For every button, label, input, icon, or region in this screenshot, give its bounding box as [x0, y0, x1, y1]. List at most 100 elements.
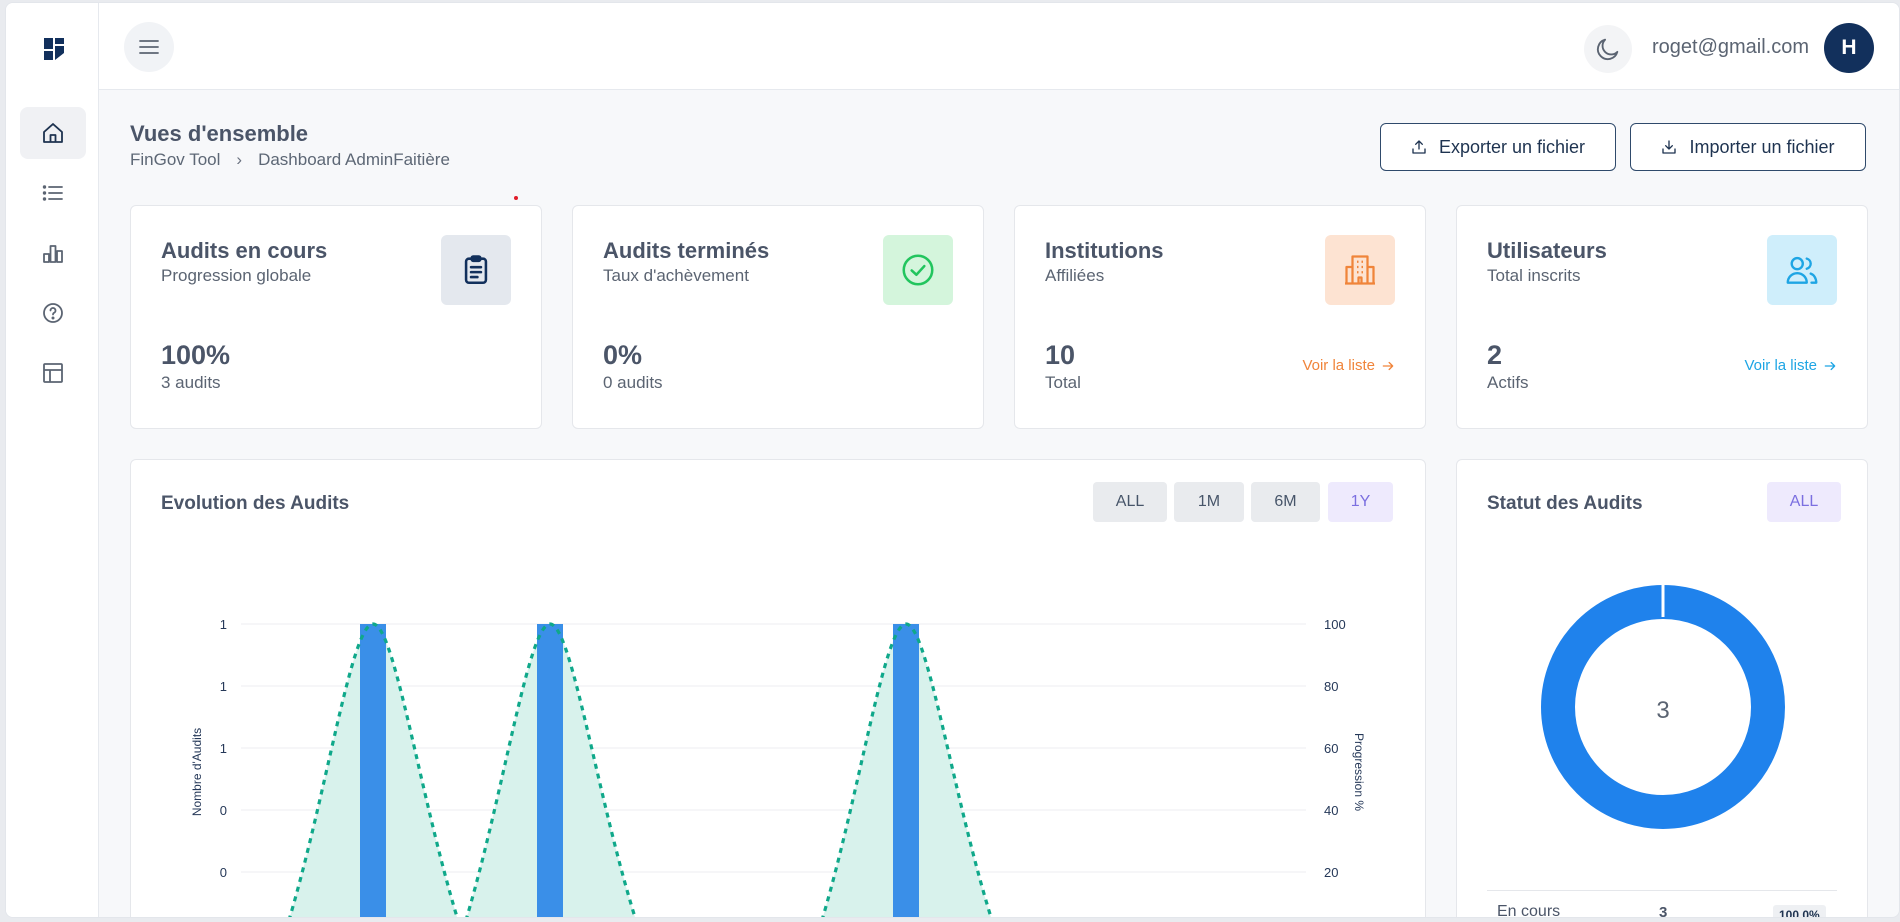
stat-value: 100%	[161, 340, 231, 370]
stat-value: 0%	[603, 340, 643, 370]
left-axis-label: Nombre d'Audits	[190, 728, 204, 816]
left-tick: 1	[220, 617, 227, 632]
breadcrumb-item-current: Dashboard AdminFaitière	[258, 150, 450, 169]
import-file-button[interactable]: Importer un fichier	[1630, 123, 1866, 171]
audit-status-card: Statut des Audits ALL 3 En cours 3 100.0…	[1456, 459, 1868, 918]
chart-bar-2	[537, 624, 563, 917]
list-icon	[42, 185, 63, 201]
view-list-label: Voir la liste	[1744, 357, 1817, 374]
stat-caption: Total	[1045, 373, 1081, 392]
evolution-chart: 1 1 1 0 0 100 80 60 40 20 Nombre d'Audit…	[190, 617, 1366, 917]
sidebar	[6, 3, 99, 917]
arrow-right-icon	[1824, 361, 1836, 370]
users-icon	[1767, 235, 1837, 305]
right-axis-ticks: 100 80 60 40 20	[1324, 617, 1346, 880]
right-tick: 60	[1324, 741, 1338, 756]
app-window: roget@gmail.com H Vues d'ensemble FinGov…	[5, 2, 1900, 918]
import-file-label: Importer un fichier	[1689, 136, 1835, 157]
chart-bar-3	[893, 624, 919, 917]
export-file-button[interactable]: Exporter un fichier	[1380, 123, 1616, 171]
right-tick: 20	[1324, 865, 1338, 880]
breadcrumb-separator-icon: ›	[236, 150, 243, 169]
right-tick: 100	[1324, 617, 1346, 632]
audit-status-title: Statut des Audits	[1487, 493, 1643, 514]
left-tick: 1	[220, 679, 227, 694]
status-donut-chart: 3	[1541, 583, 1785, 829]
layout-icon	[43, 363, 63, 383]
left-tick: 1	[220, 741, 227, 756]
sidebar-item-home[interactable]	[20, 107, 86, 159]
sidebar-item-list[interactable]	[20, 167, 86, 219]
right-tick: 80	[1324, 679, 1338, 694]
arrow-right-icon	[1382, 361, 1394, 370]
range-button-all[interactable]: ALL	[1093, 482, 1167, 522]
left-tick: 0	[220, 865, 227, 880]
stat-subtitle: Affiliées	[1045, 266, 1105, 285]
menu-toggle-button[interactable]	[124, 22, 174, 72]
range-button-1m[interactable]: 1M	[1174, 482, 1244, 522]
donut-total: 3	[1656, 697, 1669, 724]
app-logo-icon[interactable]	[42, 36, 66, 62]
chart-bar-1	[360, 624, 386, 917]
stat-caption: 0 audits	[603, 373, 663, 392]
export-file-label: Exporter un fichier	[1438, 136, 1586, 157]
topbar: roget@gmail.com H	[99, 3, 1899, 90]
evolution-chart-card: Evolution des Audits ALL 1M 6M 1Y	[130, 459, 1426, 917]
home-icon	[43, 123, 63, 143]
breadcrumb: FinGov Tool › Dashboard AdminFaitière	[130, 150, 450, 170]
right-axis-label: Progression %	[1352, 733, 1366, 811]
user-email: roget@gmail.com	[1652, 36, 1810, 58]
stat-subtitle: Progression globale	[161, 266, 312, 285]
page-title: Vues d'ensemble	[130, 121, 309, 146]
stat-card-utilisateurs: Utilisateurs Total inscrits 2 Actifs Voi…	[1456, 205, 1868, 429]
status-range-button-all[interactable]: ALL	[1767, 482, 1841, 522]
range-button-1y[interactable]: 1Y	[1328, 482, 1393, 522]
stat-card-institutions: Institutions Affiliées 10 Total Voir la …	[1014, 205, 1426, 429]
legend-percent-badge: 100.0%	[1773, 905, 1826, 917]
left-axis-ticks: 1 1 1 0 0	[220, 617, 227, 880]
stat-subtitle: Total inscrits	[1487, 266, 1581, 285]
stat-value: 2	[1487, 340, 1503, 370]
download-icon	[1662, 140, 1677, 154]
upload-icon	[1412, 140, 1426, 154]
view-list-label: Voir la liste	[1302, 357, 1375, 374]
progress-line-peak-1	[288, 622, 459, 917]
evolution-chart-title: Evolution des Audits	[161, 493, 350, 514]
moon-icon	[1596, 38, 1619, 61]
hamburger-icon	[139, 40, 159, 54]
sidebar-item-help[interactable]	[20, 287, 86, 339]
progress-area-series	[289, 624, 991, 917]
stat-value: 10	[1045, 340, 1076, 370]
help-icon	[43, 303, 63, 323]
progress-line-series	[288, 622, 993, 917]
progress-line-peak-3	[821, 622, 993, 917]
legend-divider	[1487, 890, 1837, 891]
sidebar-item-stats[interactable]	[20, 227, 86, 279]
breadcrumb-item-root[interactable]: FinGov Tool	[130, 150, 221, 169]
theme-toggle-button[interactable]	[1584, 25, 1632, 73]
stat-card-audits-en-cours: Audits en cours Progression globale 100%…	[130, 205, 542, 429]
stat-title: Utilisateurs	[1487, 238, 1607, 263]
stat-title: Institutions	[1045, 238, 1164, 263]
check-circle-icon	[883, 235, 953, 305]
view-users-link[interactable]: Voir la liste	[1744, 357, 1837, 374]
progress-line-peak-2	[465, 622, 637, 917]
stat-subtitle: Taux d'achèvement	[603, 266, 749, 285]
stat-card-audits-termines: Audits terminés Taux d'achèvement 0% 0 a…	[572, 205, 984, 429]
bar-chart-icon	[43, 245, 63, 263]
sidebar-item-layout[interactable]	[20, 347, 86, 399]
building-icon	[1325, 235, 1395, 305]
clipboard-icon	[441, 235, 511, 305]
stat-caption: 3 audits	[161, 373, 221, 392]
left-tick: 0	[220, 803, 227, 818]
stat-title: Audits en cours	[161, 238, 328, 263]
indicator-dot	[514, 196, 518, 200]
audit-count-bar-series	[360, 624, 919, 917]
avatar[interactable]: H	[1824, 23, 1874, 73]
range-button-6m[interactable]: 6M	[1251, 482, 1320, 522]
view-institutions-link[interactable]: Voir la liste	[1302, 357, 1395, 374]
legend-count: 3	[1659, 904, 1668, 918]
legend-label: En cours	[1497, 903, 1561, 918]
stat-caption: Actifs	[1487, 373, 1529, 392]
right-tick: 40	[1324, 803, 1338, 818]
